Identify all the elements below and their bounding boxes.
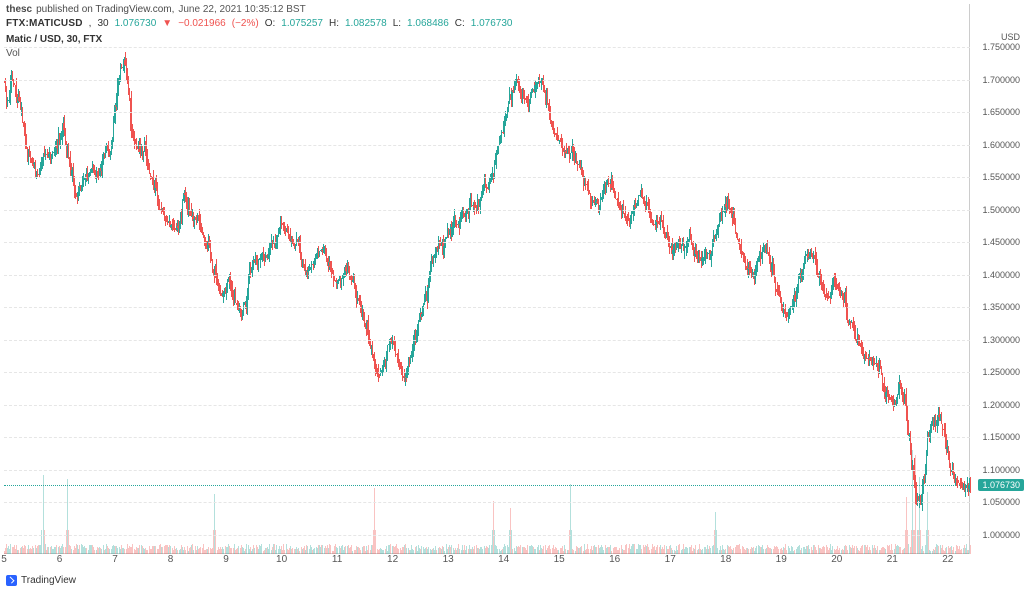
y-tick-label: 1.000000	[982, 530, 1020, 540]
trading-chart: { "header": { "author": "thesc", "publis…	[0, 0, 1024, 590]
gridline	[4, 47, 970, 48]
gridline	[4, 340, 970, 341]
x-tick-label: 14	[498, 554, 509, 565]
gridline	[4, 177, 970, 178]
gridline	[4, 470, 970, 471]
footer: TradingView	[6, 575, 76, 586]
candle-body	[921, 494, 922, 505]
x-tick-label: 8	[168, 554, 174, 565]
last-price-tag: 1.076730	[978, 479, 1024, 491]
x-tick-label: 21	[887, 554, 898, 565]
x-tick-label: 12	[387, 554, 398, 565]
candle-body	[529, 103, 530, 107]
candle-body	[756, 261, 757, 268]
gridline	[4, 275, 970, 276]
candle-body	[65, 130, 66, 141]
gridline	[4, 145, 970, 146]
gridline	[4, 502, 970, 503]
y-tick-label: 1.100000	[982, 465, 1020, 475]
y-tick-label: 1.150000	[982, 432, 1020, 442]
candle-body	[846, 307, 847, 320]
y-tick-label: 1.600000	[982, 140, 1020, 150]
x-tick-label: 10	[276, 554, 287, 565]
publish-datetime: June 22, 2021 10:35:12 BST	[178, 4, 305, 15]
author: thesc	[6, 4, 32, 15]
x-tick-label: 6	[57, 554, 63, 565]
y-tick-label: 1.250000	[982, 367, 1020, 377]
y-tick-label: 1.400000	[982, 270, 1020, 280]
candle-body	[465, 213, 466, 217]
gridline	[4, 372, 970, 373]
candle-body	[22, 108, 23, 122]
x-tick-label: 18	[720, 554, 731, 565]
x-tick-label: 13	[443, 554, 454, 565]
y-tick-label: 1.550000	[982, 172, 1020, 182]
gridline	[4, 405, 970, 406]
x-tick-label: 9	[223, 554, 229, 565]
x-tick-label: 7	[112, 554, 118, 565]
x-tick-label: 15	[554, 554, 565, 565]
x-tick-label: 11	[332, 554, 342, 565]
y-tick-label: 1.450000	[982, 237, 1020, 247]
y-tick-label: 1.700000	[982, 75, 1020, 85]
candle-body	[423, 304, 424, 314]
gridline	[4, 437, 970, 438]
candle-body	[606, 185, 607, 190]
x-tick-label: 16	[609, 554, 620, 565]
brand: TradingView	[21, 575, 76, 586]
x-axis[interactable]: 5 6 7 8 9 10 11 12 13 14 15 16 17 18 19 20 21 22	[4, 554, 970, 568]
gridline	[4, 307, 970, 308]
x-tick-label: 17	[665, 554, 676, 565]
gridline	[4, 535, 970, 536]
x-tick-label: 22	[942, 554, 953, 565]
y-tick-label: 1.500000	[982, 205, 1020, 215]
publish-header: thesc published on TradingView.com, June…	[6, 4, 306, 15]
gridline	[4, 242, 970, 243]
candle-body	[761, 252, 762, 259]
y-tick-label: 1.050000	[982, 497, 1020, 507]
gridline	[4, 210, 970, 211]
y-axis[interactable]: 1.750000 1.700000 1.650000 1.600000 1.550000…	[970, 0, 1024, 590]
x-tick-label: 19	[776, 554, 787, 565]
y-tick-label: 1.350000	[982, 302, 1020, 312]
candle-body	[418, 322, 419, 329]
candle-body	[722, 212, 723, 218]
y-tick-label: 1.650000	[982, 107, 1020, 117]
x-tick-label: 5	[1, 554, 7, 565]
last-price-line	[4, 485, 970, 486]
y-tick-label: 1.200000	[982, 400, 1020, 410]
plot-area[interactable]	[4, 28, 970, 554]
candle-body	[854, 331, 855, 339]
gridline	[4, 80, 970, 81]
x-tick-label: 20	[831, 554, 842, 565]
gridline	[4, 112, 970, 113]
candle-body	[427, 287, 428, 301]
y-tick-label: 1.300000	[982, 335, 1020, 345]
published-label: published on TradingView.com,	[36, 4, 174, 15]
tradingview-icon	[6, 575, 17, 586]
candle-body	[479, 199, 480, 207]
candle-body	[113, 123, 114, 140]
y-tick-label: 1.750000	[982, 42, 1020, 52]
candle-body	[906, 406, 907, 421]
